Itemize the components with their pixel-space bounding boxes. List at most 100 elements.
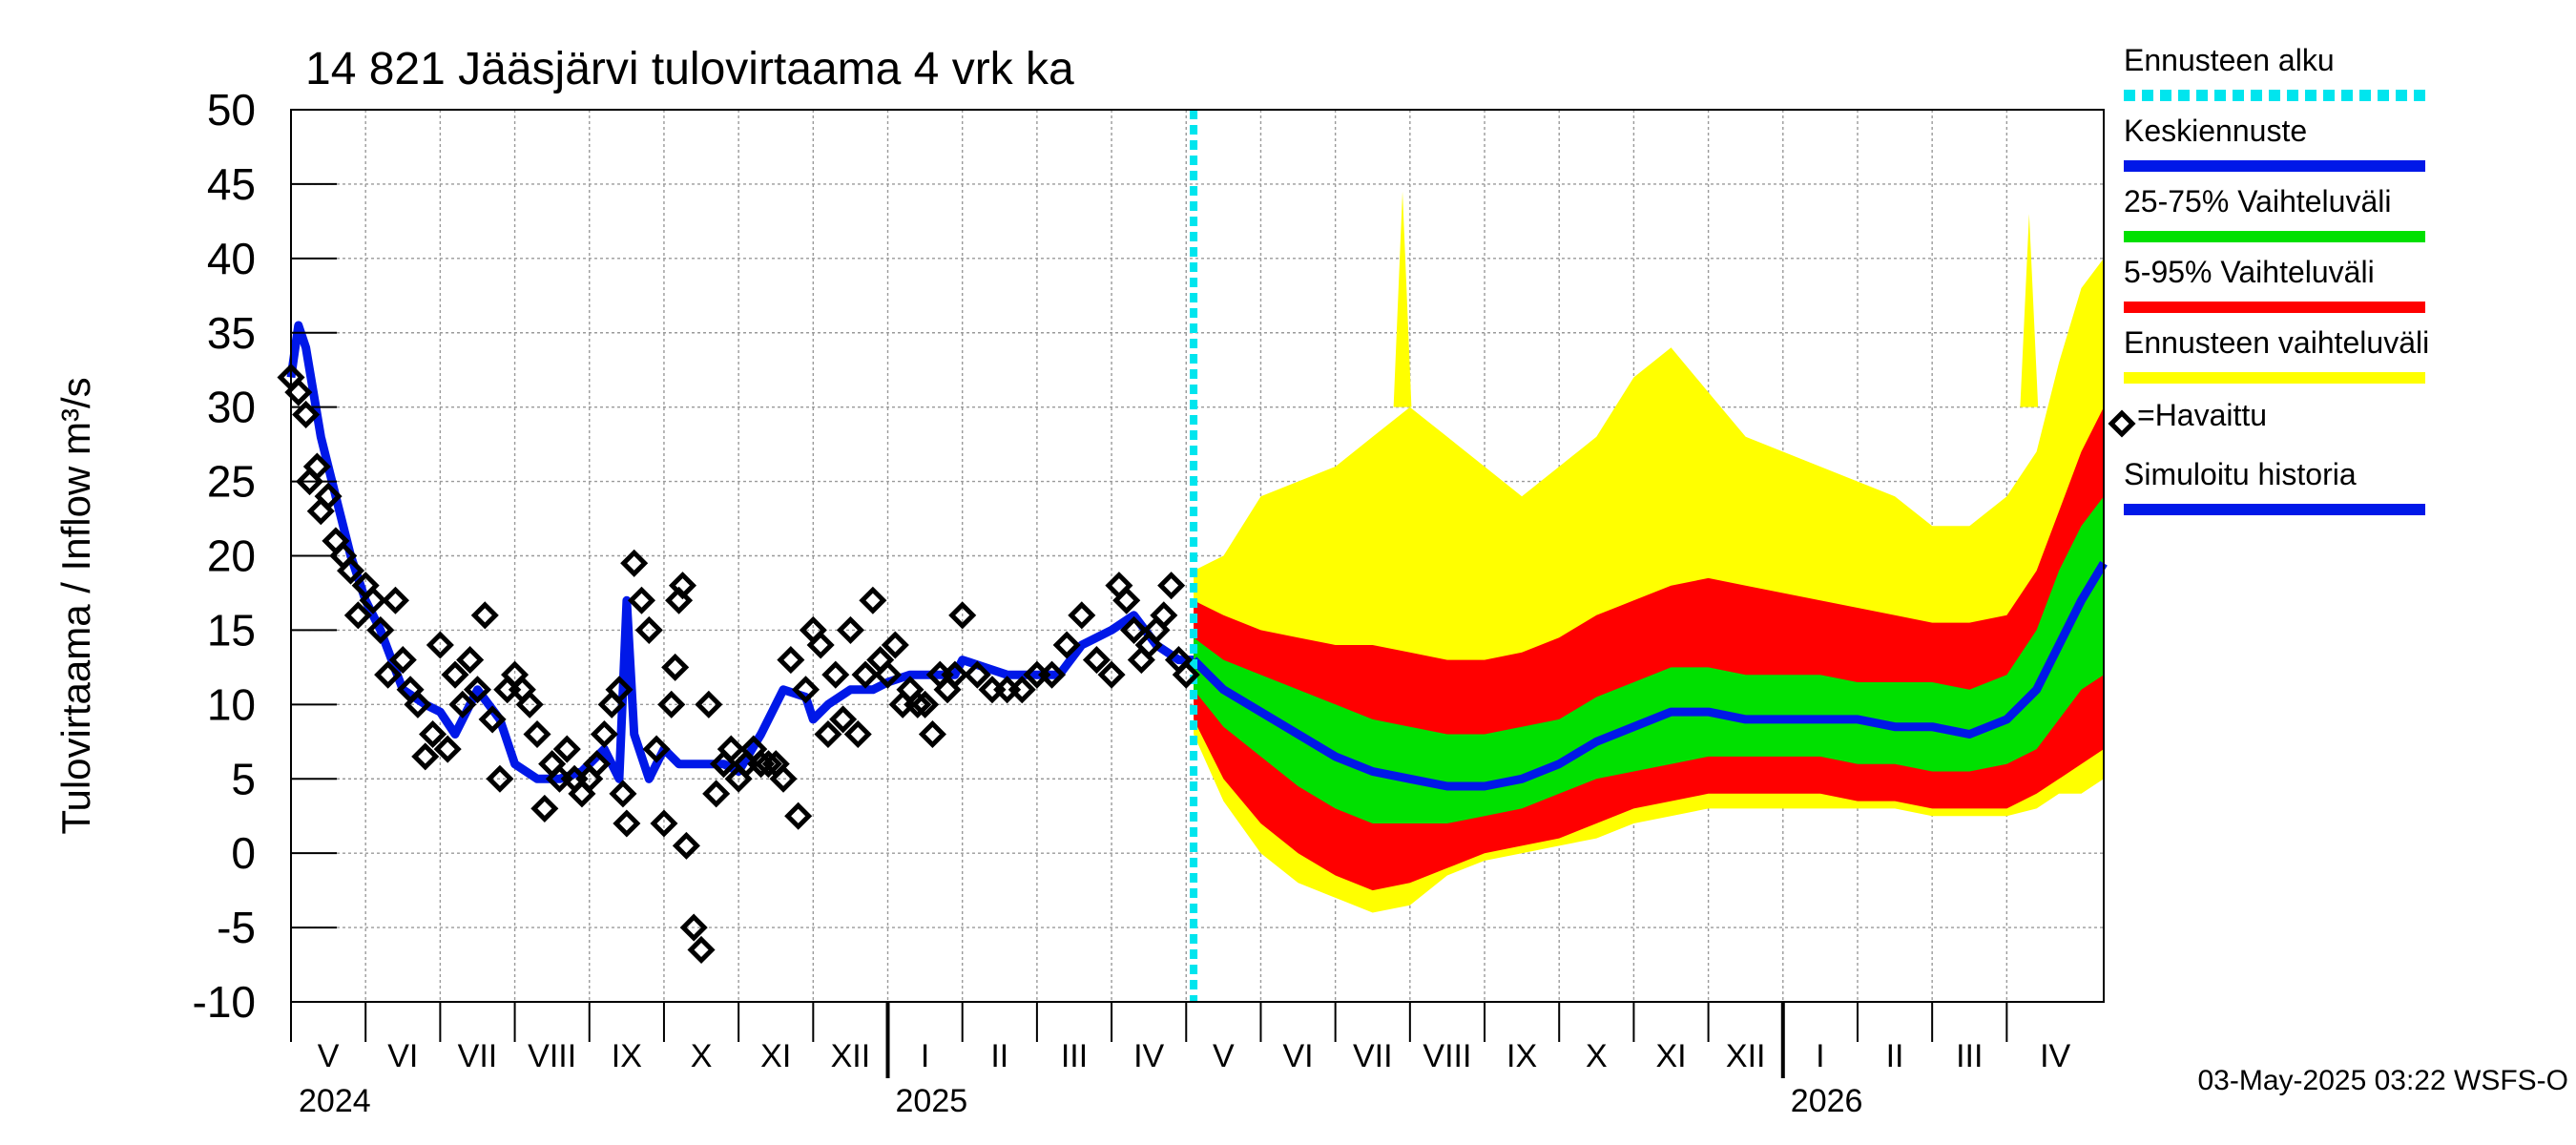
observed-point	[777, 646, 805, 675]
x-month-label: VII	[1353, 1038, 1393, 1074]
observed-point	[343, 601, 372, 630]
observed-point	[642, 735, 671, 763]
observed-point	[695, 690, 723, 718]
observed-point	[388, 646, 417, 675]
legend-label: 5-95% Vaihteluväli	[2124, 255, 2375, 289]
x-year-label: 2024	[299, 1083, 371, 1119]
y-tick-label: 25	[207, 457, 256, 507]
observed-point	[859, 586, 887, 614]
x-month-label: III	[1061, 1038, 1088, 1074]
y-tick-label: 15	[207, 605, 256, 655]
y-tick-label: 35	[207, 308, 256, 358]
observed-point	[702, 780, 731, 808]
observed-point	[650, 809, 678, 838]
observed-point	[292, 400, 321, 428]
observed-point	[821, 660, 850, 689]
observed-point	[843, 719, 872, 749]
x-month-label: VI	[1282, 1038, 1313, 1074]
observed-point	[661, 653, 690, 681]
legend-label: =Havaittu	[2137, 398, 2267, 432]
observed-point	[605, 676, 634, 704]
x-month-label: V	[318, 1038, 340, 1074]
x-month-label: III	[1956, 1038, 1983, 1074]
observed-markers	[277, 363, 1200, 964]
observed-point	[754, 750, 782, 779]
observed-point	[851, 660, 880, 689]
legend: Ennusteen alku Keskiennuste 25-75% Vaihtel…	[2108, 43, 2429, 515]
y-axis-label: Tulovirtaama / Inflow m³/s	[53, 377, 98, 834]
y-tick-label: 30	[207, 383, 256, 432]
observed-point	[463, 676, 492, 704]
footer-timestamp: 03-May-2025 03:22 WSFS-O	[2198, 1065, 2569, 1096]
y-tick-label: 45	[207, 159, 256, 209]
band-25-75	[1194, 496, 2104, 823]
observed-point	[1172, 660, 1200, 689]
observed-point	[314, 482, 343, 510]
x-month-label: X	[691, 1038, 713, 1074]
observed-point	[419, 719, 447, 749]
observed-point	[404, 690, 432, 718]
observed-point	[829, 705, 858, 734]
observed-point	[918, 719, 946, 749]
observed-point	[948, 601, 977, 630]
observed-point	[791, 676, 821, 704]
observed-point	[302, 452, 331, 481]
observed-point	[941, 660, 969, 689]
observed-point	[784, 802, 813, 830]
x-year-label: 2026	[1791, 1083, 1863, 1119]
observed-point	[904, 690, 932, 718]
observed-point	[552, 735, 581, 763]
observed-point	[441, 660, 469, 689]
observed-point	[366, 615, 395, 644]
x-month-label: VI	[387, 1038, 418, 1074]
observed-point	[806, 631, 835, 659]
observed-point	[530, 794, 559, 822]
observed-point	[814, 719, 842, 749]
observed-point	[620, 549, 649, 577]
observed-point	[836, 615, 864, 644]
x-month-label: V	[1213, 1038, 1235, 1074]
x-month-label: XII	[1726, 1038, 1766, 1074]
observed-point	[627, 586, 656, 614]
x-month-label: VIII	[528, 1038, 576, 1074]
observed-point	[448, 690, 477, 718]
observed-point	[1037, 660, 1067, 689]
observed-point	[337, 556, 365, 585]
y-tick-label: 0	[231, 828, 256, 878]
observed-point	[613, 809, 641, 838]
observed-point	[426, 631, 454, 659]
simulated-history-line	[286, 321, 1195, 783]
observed-point	[679, 913, 708, 942]
band-full-range-spike	[2020, 214, 2039, 407]
x-month-label: XII	[831, 1038, 871, 1074]
chart-title: 14 821 Jääsjärvi tulovirtaama 4 vrk ka	[305, 44, 1074, 94]
band-full-range-spike	[1393, 191, 1412, 407]
x-month-label: XI	[760, 1038, 791, 1074]
observed-point	[590, 719, 618, 749]
observed-point	[381, 586, 410, 614]
observed-point	[717, 735, 745, 763]
x-year-label: 2025	[896, 1083, 968, 1119]
observed-point	[359, 586, 387, 614]
x-month-label: II	[990, 1038, 1008, 1074]
observed-point	[634, 615, 663, 644]
legend-label: Simuloitu historia	[2124, 457, 2357, 491]
observed-point	[1052, 631, 1081, 659]
x-month-label: XI	[1655, 1038, 1686, 1074]
observed-point	[672, 831, 700, 860]
series-lines	[286, 110, 2108, 1002]
legend-label: Ennusteen vaihteluväli	[2124, 325, 2429, 360]
observed-point	[478, 705, 507, 734]
y-tick-label: -10	[193, 977, 256, 1027]
observed-point	[687, 935, 716, 964]
x-month-label: VIII	[1423, 1038, 1471, 1074]
observed-point	[665, 586, 694, 614]
observed-point	[963, 660, 991, 689]
observed-point	[456, 646, 485, 675]
observed-point	[1150, 601, 1178, 630]
observed-point	[1097, 660, 1126, 689]
y-tick-label: 50	[207, 85, 256, 135]
legend-label: Ennusteen alku	[2124, 43, 2335, 77]
y-tick-label: 40	[207, 234, 256, 283]
